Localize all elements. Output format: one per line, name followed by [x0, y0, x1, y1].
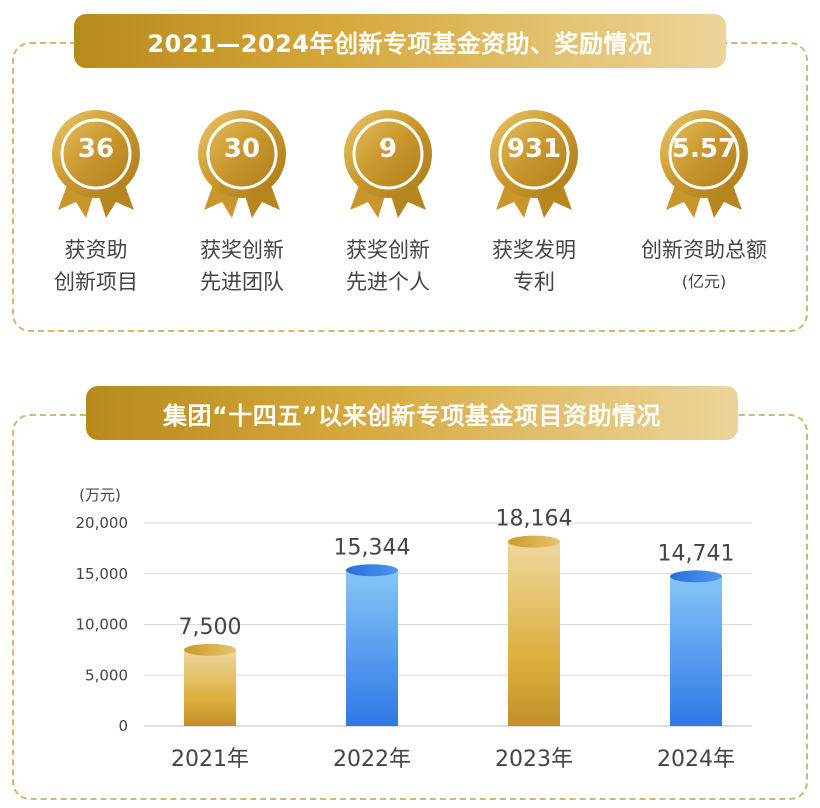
bar-top — [184, 643, 236, 656]
y-tick-label: 0 — [118, 717, 128, 735]
medal-icon: 36 — [46, 108, 146, 218]
data-label: 15,344 — [334, 535, 411, 560]
stat-value: 9 — [378, 134, 398, 164]
stat-unit: (亿元) — [681, 272, 727, 291]
stat-label: 获奖创新 先进个人 — [303, 234, 473, 298]
medal-icon: 931 — [484, 108, 584, 218]
bar — [508, 541, 560, 726]
stat-label-line1: 创新资助总额 — [641, 238, 767, 262]
stat-label-line2: 先进个人 — [346, 270, 430, 294]
stat-label-line1: 获奖创新 — [346, 238, 430, 262]
bar — [670, 576, 722, 726]
bar-top — [670, 570, 722, 583]
y-axis-label: (万元) — [79, 486, 121, 504]
stat-value: 30 — [223, 134, 261, 164]
data-label: 7,500 — [179, 615, 242, 640]
medal-icon: 9 — [338, 108, 438, 218]
stat-label: 创新资助总额 (亿元) — [619, 234, 789, 298]
y-tick-label: 5,000 — [85, 666, 128, 684]
y-tick-label: 10,000 — [76, 616, 129, 634]
stat-label-line2: 先进团队 — [200, 270, 284, 294]
data-label: 14,741 — [658, 541, 735, 566]
stat-label-line2: 创新项目 — [54, 270, 138, 294]
medal-icon: 5.57 — [654, 108, 754, 218]
medal-icon: 30 — [192, 108, 292, 218]
stat-value: 36 — [77, 134, 115, 164]
x-tick-label: 2023年 — [495, 747, 573, 772]
bar-top — [346, 564, 398, 577]
top-section-title: 2021—2024年创新专项基金资助、奖励情况 — [74, 14, 726, 68]
stat-value: 931 — [506, 134, 562, 164]
bar — [184, 649, 236, 726]
stat-label-line1: 获奖创新 — [200, 238, 284, 262]
bar — [346, 570, 398, 726]
y-tick-label: 20,000 — [76, 514, 129, 532]
stat-label: 获奖创新 先进团队 — [157, 234, 327, 298]
stat-label-line1: 获奖发明 — [492, 238, 576, 262]
bar-top — [508, 535, 560, 548]
stat-label: 获奖发明 专利 — [449, 234, 619, 298]
stat-label: 获资助 创新项目 — [11, 234, 181, 298]
stat-label-line2: 专利 — [513, 270, 555, 294]
bottom-section-title: 集团“十四五”以来创新专项基金项目资助情况 — [86, 386, 738, 440]
stat-value: 5.57 — [671, 134, 737, 164]
x-tick-label: 2021年 — [171, 747, 249, 772]
x-tick-label: 2024年 — [657, 747, 735, 772]
y-tick-label: 15,000 — [76, 565, 129, 583]
data-label: 18,164 — [496, 507, 573, 532]
stat-label-line1: 获资助 — [64, 238, 128, 262]
x-tick-label: 2022年 — [333, 747, 411, 772]
